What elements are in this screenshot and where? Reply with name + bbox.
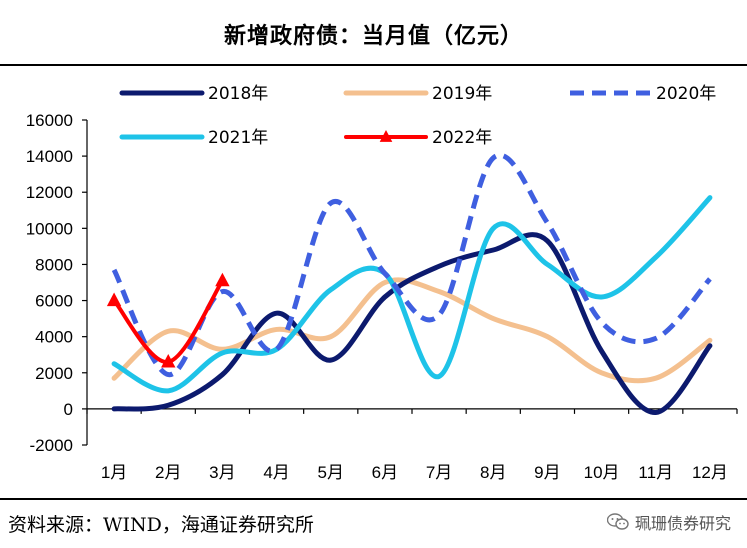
brand-name: 珮珊债券研究 [634, 514, 731, 533]
x-tick-label: 4月 [263, 463, 289, 482]
x-tick-label: 8月 [480, 463, 506, 482]
y-tick-label: -2000 [30, 436, 73, 455]
y-tick-label: 10000 [26, 219, 73, 238]
y-tick-label: 0 [64, 400, 73, 419]
x-tick-label: 2月 [155, 463, 181, 482]
x-tick-label: 5月 [318, 463, 344, 482]
x-tick-label: 12月 [692, 463, 728, 482]
legend-marker-2022年 [379, 130, 393, 142]
x-tick-label: 7月 [426, 463, 452, 482]
y-tick-label: 12000 [26, 183, 73, 202]
y-tick-label: 6000 [35, 292, 73, 311]
series-point-2022年 [161, 353, 176, 368]
line-chart: -2000 0 2000 4000 6000 8000 10000 12000 14000 160… [26, 84, 738, 482]
legend-label-2018年: 2018年 [208, 84, 268, 104]
y-tick-label: 4000 [35, 328, 73, 347]
x-tick-label: 3月 [209, 463, 235, 482]
wechat-icon [606, 513, 629, 530]
legend-label-2019年: 2019年 [432, 84, 492, 104]
legend-label-2022年: 2022年 [432, 128, 492, 148]
x-tick-label: 6月 [372, 463, 398, 482]
legend: 2018年 2019年 2020年 2021年 2022年 [119, 84, 716, 148]
axes: -2000 0 2000 4000 6000 8000 10000 12000 14000 160… [26, 111, 738, 482]
series-line-2021年 [111, 195, 713, 394]
legend-label-2021年: 2021年 [208, 128, 268, 148]
series-line-2018年 [111, 232, 713, 415]
x-tick-label: 10月 [584, 463, 620, 482]
legend-label-2020年: 2020年 [656, 84, 716, 104]
series-lines [106, 152, 713, 415]
footer: 资料来源：WIND，海通证券研究所 珮珊债券研究 [0, 498, 747, 548]
x-tick-label: 1月 [101, 463, 127, 482]
y-tick-label: 16000 [26, 111, 73, 130]
page-title: 新增政府债：当月值（亿元） [223, 23, 523, 49]
y-tick-label: 14000 [26, 147, 73, 166]
source-note: 资料来源：WIND，海通证券研究所 [8, 514, 314, 536]
wechat-brand: 珮珊债券研究 [606, 510, 731, 534]
x-tick-label: 11月 [638, 463, 673, 482]
x-tick-label: 9月 [534, 463, 560, 482]
y-tick-label: 8000 [35, 255, 73, 274]
series-point-2022年 [106, 292, 122, 307]
series-line-2022年 [112, 278, 225, 364]
title-bar: 新增政府债：当月值（亿元） [0, 0, 747, 66]
series-point-2022年 [215, 272, 230, 287]
y-tick-label: 2000 [35, 364, 73, 383]
